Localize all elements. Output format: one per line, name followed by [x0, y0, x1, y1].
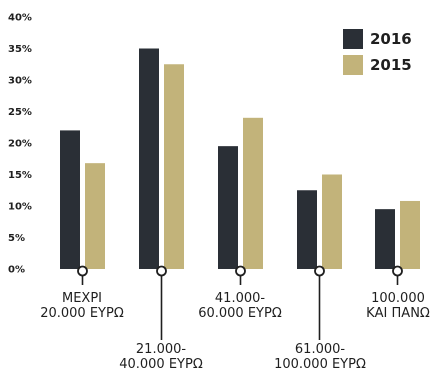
y-tick-label: 5%: [8, 233, 25, 244]
category-label: 100.000: [371, 291, 425, 306]
bars: [60, 48, 420, 269]
bar-2016-2: [218, 146, 238, 269]
category-label: 41.000-: [215, 291, 265, 306]
bar-2015-2: [243, 117, 263, 269]
category-label: 61.000-: [295, 342, 345, 357]
bar-2016-0: [60, 130, 80, 269]
bar-2015-1: [164, 64, 184, 269]
y-tick-label: 25%: [8, 107, 32, 118]
category-connector-dot: [392, 265, 403, 277]
category-label: 20.000 ΕΥΡΩ: [40, 306, 124, 321]
y-axis: 0% 5% 10% 15% 20% 25% 30% 35% 40%: [8, 13, 32, 276]
category-label: ΜΕΧΡΙ: [62, 291, 102, 306]
y-tick-label: 15%: [8, 170, 32, 181]
bar-2015-4: [400, 200, 420, 269]
bar-2015-3: [322, 174, 342, 269]
category-connector-dot: [156, 265, 167, 277]
legend-swatch-2015: [343, 55, 363, 75]
category-connector-dot: [314, 265, 325, 277]
legend: 2016 2015: [343, 29, 412, 75]
y-tick-label: 30%: [8, 76, 32, 87]
y-tick-label: 40%: [8, 13, 32, 24]
category-label: 21.000-: [136, 342, 186, 357]
y-tick-label: 0%: [8, 265, 25, 276]
category-label: 100.000 ΕΥΡΩ: [274, 357, 366, 372]
legend-label-2015: 2015: [370, 56, 412, 74]
category-connectors: [77, 265, 403, 340]
category-label: ΚΑΙ ΠΑΝΩ: [366, 306, 430, 321]
category-label: 40.000 ΕΥΡΩ: [119, 357, 203, 372]
legend-label-2016: 2016: [370, 30, 412, 48]
category-label: 60.000 ΕΥΡΩ: [198, 306, 282, 321]
legend-swatch-2016: [343, 29, 363, 49]
category-connector-dot: [77, 265, 88, 277]
category-connector-dot: [235, 265, 246, 277]
y-tick-label: 20%: [8, 139, 32, 150]
bar-2016-3: [297, 190, 317, 269]
bar-2016-4: [375, 209, 395, 269]
bar-2015-0: [85, 163, 105, 269]
y-tick-label: 35%: [8, 44, 32, 55]
y-tick-label: 10%: [8, 202, 32, 213]
bar-2016-1: [139, 48, 159, 269]
